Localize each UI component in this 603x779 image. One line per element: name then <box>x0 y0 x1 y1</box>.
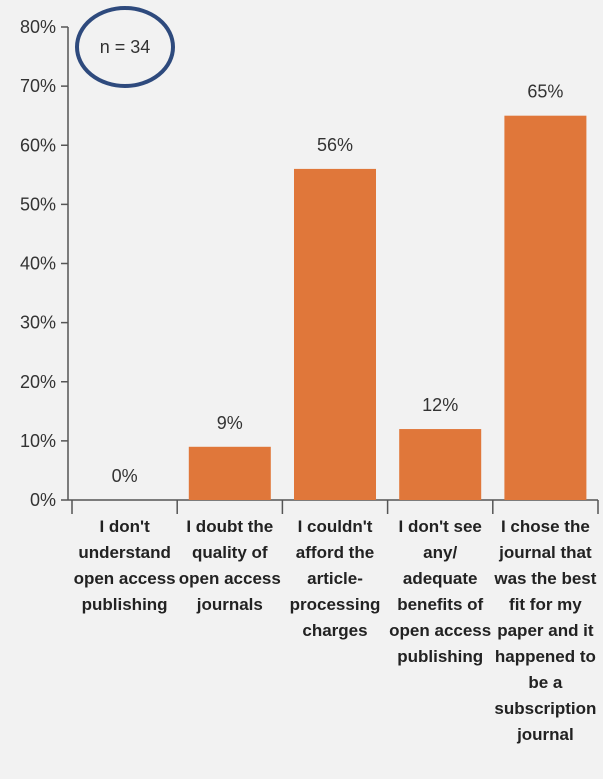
y-tick-label: 40% <box>20 254 56 274</box>
x-category-label: understand <box>78 543 171 562</box>
x-category-label: journal that <box>498 543 592 562</box>
x-category-label: I doubt the <box>186 517 273 536</box>
sample-size-annotation: n = 34 <box>100 37 151 57</box>
y-tick-label: 0% <box>30 490 56 510</box>
data-label: 0% <box>112 466 138 486</box>
x-category-label: I don't <box>99 517 150 536</box>
data-label: 9% <box>217 413 243 433</box>
y-tick-label: 30% <box>20 313 56 333</box>
x-category-label: I don't see <box>399 517 482 536</box>
x-category-label: subscription <box>494 699 596 718</box>
x-category-label: quality of <box>192 543 268 562</box>
x-category-label: publishing <box>82 595 168 614</box>
bar <box>294 168 376 500</box>
x-category-label: open access <box>74 569 176 588</box>
y-tick-label: 50% <box>20 194 56 214</box>
y-tick-label: 80% <box>20 17 56 37</box>
bar <box>504 115 587 500</box>
annotation-circle <box>75 6 175 88</box>
x-category-label: paper and it <box>497 621 594 640</box>
x-category-label: I chose the <box>501 517 590 536</box>
x-category-label: I couldn't <box>298 517 373 536</box>
y-tick-label: 10% <box>20 431 56 451</box>
x-category-label: happened to <box>495 647 596 666</box>
x-category-label: journals <box>196 595 263 614</box>
bar <box>399 429 482 500</box>
x-category-label: fit for my <box>509 595 582 614</box>
x-category-label: adequate <box>403 569 478 588</box>
x-category-label: charges <box>302 621 367 640</box>
x-category-label: open access <box>179 569 281 588</box>
x-category-label: afford the <box>296 543 374 562</box>
x-category-label: publishing <box>397 647 483 666</box>
x-category-label: processing <box>290 595 381 614</box>
y-tick-label: 20% <box>20 372 56 392</box>
x-category-label: be a <box>528 673 563 692</box>
y-tick-label: 70% <box>20 76 56 96</box>
bar <box>188 446 271 500</box>
data-label: 65% <box>527 82 563 102</box>
x-category-label: article- <box>307 569 363 588</box>
x-category-label: open access <box>389 621 491 640</box>
x-category-label: benefits of <box>397 595 483 614</box>
x-category-label: was the best <box>493 569 596 588</box>
x-category-label: journal <box>516 725 574 744</box>
x-category-label: any/ <box>423 543 457 562</box>
y-tick-label: 60% <box>20 135 56 155</box>
data-label: 12% <box>422 395 458 415</box>
data-label: 56% <box>317 135 353 155</box>
